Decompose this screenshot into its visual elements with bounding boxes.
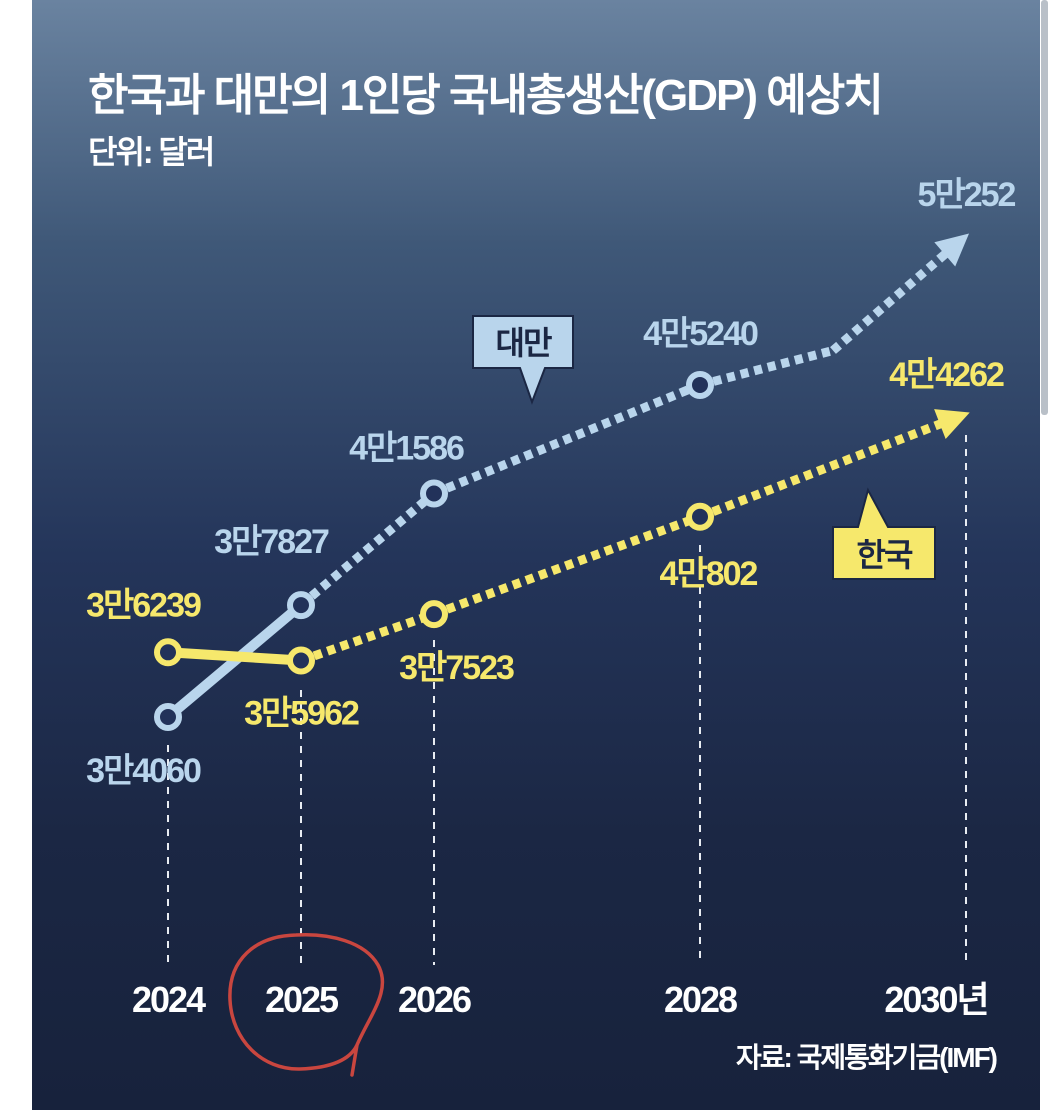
data-label: 4만5240: [643, 315, 758, 353]
legend-korea-bubble: 한국: [832, 487, 936, 580]
series-0-segment: [698, 346, 835, 390]
data-label: 4만4262: [889, 356, 1004, 394]
series-0-segment: [432, 380, 702, 498]
series-1-segment: [299, 609, 436, 665]
series-0-point-2024: [154, 703, 182, 731]
series-1-point-2028: [686, 502, 714, 531]
data-label: 3만7523: [399, 649, 514, 687]
series-0-segment: [298, 490, 437, 609]
data-label: 3만6239: [86, 586, 201, 624]
data-label: 3만4060: [86, 752, 201, 790]
series-1-point-2026: [420, 600, 448, 629]
legend-taiwan-shape: [472, 315, 574, 405]
data-label: 3만5962: [244, 695, 359, 733]
x-tick-label: 2026: [398, 979, 471, 1020]
chart-title: 한국과 대만의 1인당 국내총생산(GDP) 예상치: [88, 71, 882, 120]
series-0-arrowhead: [934, 233, 970, 267]
series-1-segment: [698, 417, 948, 521]
x-tick-label: 2024: [132, 979, 206, 1020]
legend-taiwan-label: 대만: [496, 325, 552, 361]
series-1-segment: [432, 512, 702, 619]
series-1-point-2025: [287, 646, 315, 675]
series-0-segment: [830, 247, 953, 354]
legend-korea-shape: [832, 487, 936, 580]
source-note: 자료: 국제통화기금(IMF): [736, 1042, 997, 1073]
data-label: 5만252: [918, 176, 1016, 214]
red-circle-annotation: [228, 932, 385, 1077]
x-tick-label: 2030년: [884, 979, 987, 1020]
series-0-point-2026: [420, 479, 448, 508]
x-tick-label: 2028: [664, 979, 737, 1020]
data-label: 4만802: [660, 555, 758, 593]
x-tick-label: 2025: [265, 979, 339, 1020]
legend-taiwan-bubble: 대만: [472, 315, 574, 405]
data-label: 3만7827: [214, 523, 329, 561]
series-1-segment: [167, 647, 302, 666]
legend-korea-label: 한국: [857, 537, 913, 573]
series-1-arrowhead: [934, 409, 970, 440]
series-0-point-2025: [287, 591, 315, 620]
series-1-point-2024: [154, 638, 182, 667]
scrollbar[interactable]: [1041, 0, 1048, 415]
data-label: 4만1586: [349, 429, 464, 467]
series-0-point-2028: [686, 370, 714, 399]
chart-subtitle: 단위: 달러: [88, 134, 213, 170]
